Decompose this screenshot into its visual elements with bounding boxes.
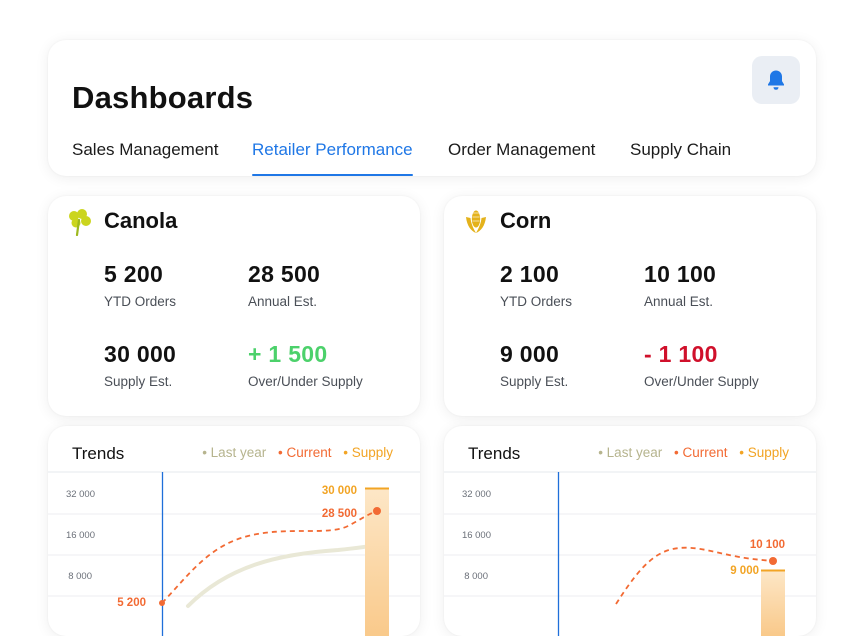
- current-start-point: [159, 600, 165, 606]
- annual-est-value: 28 500: [248, 261, 321, 287]
- supply-value-label: 9 000: [730, 565, 759, 577]
- ytd-orders-label: YTD Orders: [500, 294, 573, 309]
- supply-est-value: 9 000: [500, 341, 560, 367]
- over-under-supply-label: Over/Under Supply: [248, 374, 363, 389]
- y-tick-label: 8 000: [68, 571, 92, 582]
- trends-title: Trends: [468, 444, 521, 463]
- corn-trends-chart: 32 000 16 000 8 000 10 100 9 000: [444, 471, 816, 636]
- current-series-line: [615, 546, 774, 605]
- ytd-orders-value: 5 200: [104, 261, 164, 287]
- current-value-label: 10 100: [750, 539, 785, 551]
- over-under-supply-value: - 1 100: [644, 341, 718, 367]
- current-value-label: 28 500: [322, 508, 357, 520]
- annual-est-value: 10 100: [644, 261, 717, 287]
- over-under-supply-value: + 1 500: [248, 341, 328, 367]
- current-end-point: [769, 557, 777, 565]
- supply-est-stat: 9 000 Supply Est.: [500, 341, 568, 389]
- ytd-orders-stat: 2 100 YTD Orders: [500, 261, 572, 309]
- legend-supply: • Supply: [343, 445, 393, 460]
- legend-supply-label: Supply: [747, 445, 789, 460]
- notifications-button[interactable]: [752, 56, 800, 104]
- chart-legend: • Last year • Current • Supply: [194, 445, 393, 460]
- supply-est-stat: 30 000 Supply Est.: [104, 341, 176, 389]
- corn-icon: [466, 210, 486, 233]
- legend-current: • Current: [277, 445, 332, 460]
- over-under-supply-stat: + 1 500 Over/Under Supply: [248, 341, 363, 389]
- tab-retailer-performance[interactable]: Retailer Performance: [252, 140, 413, 176]
- y-tick-label: 16 000: [66, 530, 95, 541]
- crop-name: Canola: [104, 208, 178, 233]
- ytd-orders-label: YTD Orders: [104, 294, 177, 309]
- corn-summary-card: Corn 2 100 YTD Orders 10 100 Annual Est.…: [444, 196, 816, 416]
- legend-last-year: • Last year: [202, 445, 267, 460]
- y-tick-label: 16 000: [462, 530, 491, 541]
- legend-last-year: • Last year: [598, 445, 663, 460]
- bell-icon: [768, 70, 784, 90]
- over-under-supply-label: Over/Under Supply: [644, 374, 759, 389]
- page-title: Dashboards: [72, 80, 254, 115]
- current-end-point: [373, 507, 381, 515]
- legend-last-year-label: Last year: [210, 445, 267, 460]
- canola-icon: [69, 209, 91, 236]
- y-tick-label: 32 000: [462, 489, 491, 500]
- annual-est-label: Annual Est.: [644, 294, 714, 309]
- supply-est-label: Supply Est.: [500, 374, 569, 389]
- crop-name: Corn: [500, 208, 552, 233]
- legend-supply: • Supply: [739, 445, 789, 460]
- over-under-supply-stat: - 1 100 Over/Under Supply: [644, 341, 759, 389]
- tab-order-management[interactable]: Order Management: [448, 140, 596, 159]
- ytd-orders-value: 2 100: [500, 261, 560, 287]
- chart-legend: • Last year • Current • Supply: [590, 445, 789, 460]
- supply-est-label: Supply Est.: [104, 374, 173, 389]
- ytd-orders-stat: 5 200 YTD Orders: [104, 261, 176, 309]
- legend-supply-label: Supply: [351, 445, 393, 460]
- supply-est-value: 30 000: [104, 341, 177, 367]
- tab-sales-management[interactable]: Sales Management: [72, 140, 219, 159]
- legend-current-label: Current: [286, 445, 332, 460]
- current-start-label: 5 200: [117, 597, 146, 609]
- y-tick-label: 32 000: [66, 489, 95, 500]
- annual-est-stat: 10 100 Annual Est.: [644, 261, 716, 309]
- dashboard-header-card: Dashboards Sales Management Retailer Per…: [48, 40, 816, 176]
- tab-supply-chain[interactable]: Supply Chain: [630, 140, 732, 159]
- current-series-line: [161, 510, 378, 604]
- y-tick-label: 8 000: [464, 571, 488, 582]
- canola-summary-card: Canola 5 200 YTD Orders 28 500 Annual Es…: [48, 196, 420, 416]
- corn-trends-card: 32 000 16 000 8 000 10 100 9 000 Trends …: [444, 426, 816, 636]
- legend-last-year-label: Last year: [606, 445, 663, 460]
- supply-value-label: 30 000: [322, 485, 357, 497]
- legend-current-label: Current: [682, 445, 728, 460]
- legend-current: • Current: [673, 445, 728, 460]
- last-year-series-line: [186, 541, 388, 608]
- supply-bar: [761, 570, 785, 636]
- canola-trends-card: 32 000 16 000 8 000 30 000 28 500 5 200 …: [48, 426, 420, 636]
- annual-est-stat: 28 500 Annual Est.: [248, 261, 320, 309]
- trends-title: Trends: [72, 444, 125, 463]
- annual-est-label: Annual Est.: [248, 294, 318, 309]
